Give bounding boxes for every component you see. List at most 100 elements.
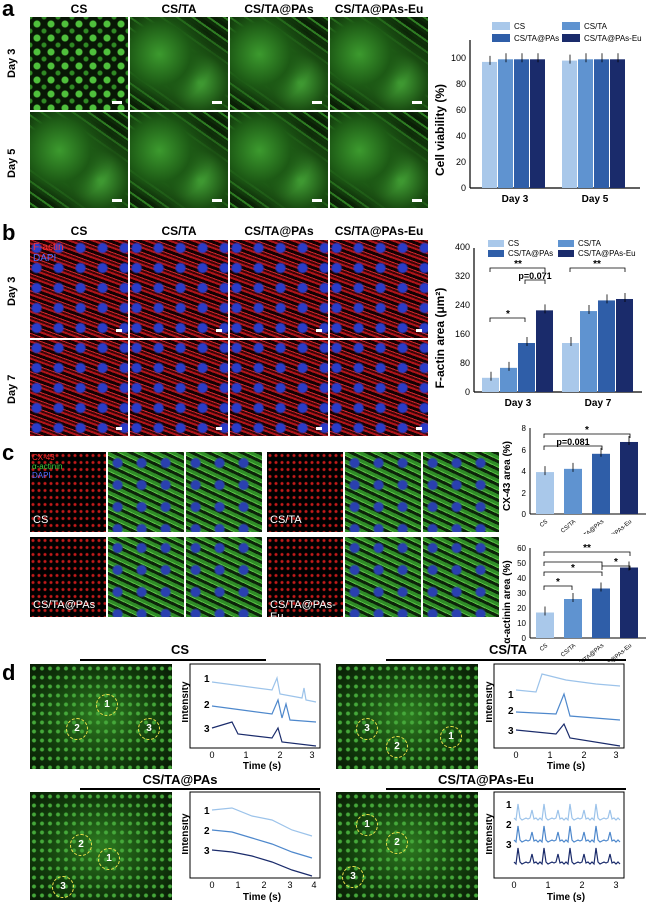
y-axis-label: F-actin area (μm²) <box>433 288 447 389</box>
tick-label: 3 <box>613 880 618 890</box>
roi-marker: 3 <box>138 718 160 740</box>
calcium-trace-cstapaseu: Intensity 1 2 3 0 1 2 3 Time (s) <box>486 791 625 902</box>
group-header: CS/TA@PAs-Eu <box>334 224 424 238</box>
significance-label: * <box>585 425 589 436</box>
micrograph: CS/TA@PAs <box>30 537 106 617</box>
tick-label: 20 <box>517 604 526 613</box>
micrograph <box>30 340 128 436</box>
tick-label: 2 <box>579 880 584 890</box>
bar <box>592 453 610 514</box>
tick-label: 3 <box>287 880 292 890</box>
calcium-trace-csta: Intensity 1 2 3 0 1 2 3 Time (s) <box>486 663 625 772</box>
micrograph <box>130 240 228 338</box>
group-label: CS/TA@PAs-Eu <box>270 599 336 617</box>
group-label: CS/TA <box>270 514 302 526</box>
tick-label: 40 <box>456 131 466 141</box>
legend-entry: CS/TA@PAs-Eu <box>584 34 642 43</box>
y-axis-label: Intensity <box>182 681 191 723</box>
bar <box>482 377 499 392</box>
legend-entry: CS <box>514 22 525 31</box>
bars <box>536 435 638 514</box>
bar <box>564 468 582 514</box>
tick-label: 3 <box>613 750 618 760</box>
y-axis-label: α-actinin area (%) <box>502 560 513 643</box>
bar <box>620 567 638 638</box>
trace-label: 1 <box>204 806 210 817</box>
tick-label: 50 <box>517 559 526 568</box>
micrograph <box>330 340 428 436</box>
bar <box>482 61 497 188</box>
stain-label: DAPI <box>32 471 51 480</box>
x-category: CS <box>539 519 549 529</box>
trace-3 <box>211 849 313 877</box>
micrograph <box>330 17 428 110</box>
bar <box>610 59 625 188</box>
trace-1 <box>513 803 621 822</box>
micrograph <box>130 112 228 208</box>
roi-marker: 1 <box>440 726 462 748</box>
bar <box>620 441 638 514</box>
roi-marker: 2 <box>386 832 408 854</box>
tick-label: 0 <box>465 387 470 397</box>
row-label: Day 7 <box>6 374 18 404</box>
roi-marker: 3 <box>356 718 378 740</box>
y-ticks: 0 20 40 60 80 100 <box>451 53 466 193</box>
roi-marker: 2 <box>66 718 88 740</box>
tick-label: 20 <box>456 157 466 167</box>
viability-chart: Cell viability (%) 0 20 40 60 80 100 Day… <box>433 22 642 205</box>
significance-label: p=0.071 <box>518 271 551 281</box>
x-axis-label: Time (s) <box>243 892 281 902</box>
tick-label: 80 <box>456 79 466 89</box>
micrograph: F-actin DAPI <box>30 240 128 338</box>
tick-label: 320 <box>455 271 470 281</box>
micrograph: CS/TA <box>267 452 343 532</box>
micrograph: CS/TA@PAs-Eu <box>267 537 343 617</box>
panel-label-d: d <box>2 660 16 685</box>
y-ticks: 0 10 20 30 40 50 60 <box>517 544 526 643</box>
tick-label: 4 <box>311 880 316 890</box>
legend-entry: CS <box>508 239 519 248</box>
group-header: CS <box>70 224 88 238</box>
x-category: Day 7 <box>585 398 612 409</box>
tick-label: 100 <box>451 53 466 63</box>
bars <box>482 292 633 392</box>
significance-label: * <box>571 563 575 574</box>
micrograph <box>108 452 184 532</box>
y-axis-label: Intensity <box>182 813 191 855</box>
tick-label: 0 <box>522 634 527 643</box>
trace-label: 1 <box>508 690 514 701</box>
tick-label: 1 <box>235 880 240 890</box>
micrograph <box>423 452 499 532</box>
calcium-trace-cstapas: Intensity 1 2 3 0 1 2 3 4 Time (s) <box>182 791 321 902</box>
micrograph <box>345 452 421 532</box>
tick-label: 160 <box>455 329 470 339</box>
group-label: CS/TA@PAs <box>33 599 96 611</box>
trace-label: 3 <box>508 726 514 737</box>
stain-label: F-actin <box>33 242 64 253</box>
significance-label: * <box>556 577 560 588</box>
bar <box>594 59 609 188</box>
stain-label: α-actinin <box>32 462 63 471</box>
bar <box>536 612 554 638</box>
actinin-chart: α-actinin area (%) 0 10 20 30 40 50 60 *… <box>502 543 646 662</box>
tick-label: 60 <box>517 544 526 553</box>
micrograph <box>30 112 128 208</box>
micrograph <box>330 112 428 208</box>
tick-label: 240 <box>455 300 470 310</box>
legend-entry: CS/TA <box>578 239 602 248</box>
tick-label: 6 <box>522 446 527 455</box>
group-header: CS/TA <box>161 224 197 238</box>
micrograph <box>423 537 499 617</box>
bar <box>536 310 553 392</box>
row-label: Day 5 <box>6 148 18 178</box>
trace-label: 1 <box>506 800 512 811</box>
tick-label: 0 <box>461 183 466 193</box>
bar <box>562 343 579 392</box>
legend-entry: CS/TA@PAs <box>508 249 553 258</box>
x-axis-label: Time (s) <box>547 892 585 902</box>
group-header: CS/TA <box>161 2 197 16</box>
micrograph <box>230 340 328 436</box>
trace-2 <box>513 825 621 844</box>
factin-chart: F-actin area (μm²) 0 80 160 240 320 400 … <box>433 239 642 409</box>
y-axis-label: Intensity <box>486 681 495 723</box>
